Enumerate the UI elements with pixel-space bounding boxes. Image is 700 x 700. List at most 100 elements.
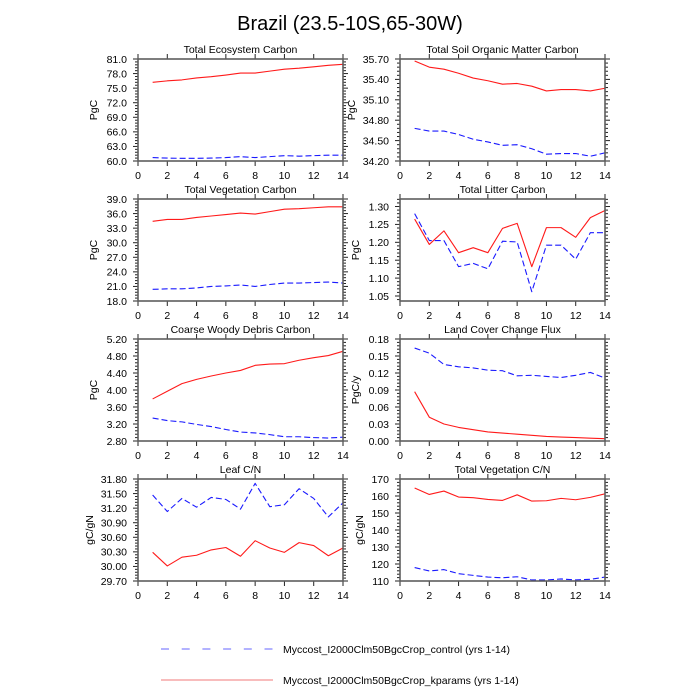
x-tick-label: 0 [135,590,141,602]
y-tick-label: 0.12 [369,368,390,380]
y-tick-label: 31.20 [101,503,127,515]
y-tick-label: 35.10 [363,95,389,107]
series-line-kparams [414,487,606,502]
x-tick-label: 8 [252,170,258,182]
x-tick-label: 4 [194,170,200,182]
y-tick-label: 0.09 [369,385,390,397]
plot-frame [137,198,344,302]
x-tick-label: 14 [599,450,611,462]
x-tick-label: 12 [308,450,320,462]
y-tick-label: 34.50 [363,135,389,147]
x-tick-label: 6 [485,590,491,602]
y-tick-label: 0.00 [369,436,390,448]
x-tick-label: 14 [337,310,349,322]
series-line-control [414,213,605,293]
subplot-leaf-c-n: Leaf C/N 29.70 30.00 30.30 30.60 30.90 31.20 31… [84,464,349,602]
plot-frame [137,338,344,442]
x-tick-label: 10 [541,450,553,462]
x-tick-label: 10 [541,310,553,322]
y-tick-label: 72.0 [107,98,128,110]
y-tick-label: 0.06 [369,402,390,414]
y-tick-label: 4.80 [107,351,128,363]
y-axis-label: PgC [350,239,362,260]
y-tick-label: 34.80 [363,115,389,127]
y-tick-label: 21.0 [107,281,128,293]
y-tick-label: 81.0 [107,54,128,66]
y-tick-label: 18.0 [107,296,128,308]
x-tick-label: 8 [514,450,520,462]
x-tick-label: 8 [252,590,258,602]
subplot-land-cover-change-flux: Land Cover Change Flux 0.00 0.03 0.06 0.09 0.… [350,324,611,462]
x-tick-label: 10 [541,590,553,602]
y-tick-label: 140 [371,525,389,537]
y-tick-label: 31.50 [101,488,127,500]
y-tick-label: 63.0 [107,141,128,153]
legend: Myccost_I2000Clm50BgcCrop_control (yrs 1… [161,644,519,687]
x-tick-label: 10 [279,590,291,602]
x-tick-label: 2 [164,590,170,602]
y-tick-label: 4.40 [107,368,128,380]
y-tick-label: 30.0 [107,238,128,250]
x-tick-label: 14 [337,450,349,462]
y-axis-label: gC/gN [354,515,366,545]
y-tick-label: 1.25 [369,219,390,231]
y-axis-label: PgC [88,379,100,400]
x-tick-label: 6 [485,310,491,322]
legend-label-kparams: Myccost_I2000Clm50BgcCrop_kparams (yrs 1… [283,675,519,687]
subplot-title: Total Ecosystem Carbon [184,44,298,56]
plot-frame [399,338,606,442]
y-tick-label: 110 [372,576,389,588]
x-tick-label: 14 [337,590,349,602]
y-tick-label: 2.80 [107,436,128,448]
series-line-control [152,482,344,518]
x-tick-label: 0 [397,170,403,182]
subplot-title: Total Vegetation C/N [455,464,551,476]
y-axis-label: PgC/y [350,375,362,404]
x-tick-label: 4 [194,450,200,462]
y-tick-label: 150 [371,508,389,520]
x-tick-label: 8 [252,310,258,322]
x-tick-label: 12 [570,170,582,182]
y-axis-label: PgC [346,99,358,120]
y-tick-label: 24.0 [107,267,128,279]
plot-frame [399,198,606,302]
x-tick-label: 4 [456,590,462,602]
y-axis-label: gC/gN [84,515,96,545]
x-tick-label: 4 [194,310,200,322]
x-tick-label: 4 [194,590,200,602]
x-tick-label: 0 [397,590,403,602]
series-line-kparams [152,63,344,83]
x-tick-label: 4 [456,450,462,462]
y-tick-label: 30.30 [101,547,127,559]
legend-item-kparams: Myccost_I2000Clm50BgcCrop_kparams (yrs 1… [161,675,519,687]
x-tick-label: 6 [223,450,229,462]
x-tick-label: 2 [164,170,170,182]
series-line-kparams [152,206,343,222]
x-tick-label: 8 [252,450,258,462]
legend-label-control: Myccost_I2000Clm50BgcCrop_control (yrs 1… [283,644,510,656]
y-axis-label: PgC [88,239,100,260]
series-line-kparams [152,540,344,567]
x-tick-label: 8 [514,170,520,182]
series-line-kparams [152,350,344,400]
y-tick-label: 60.0 [107,156,128,168]
plot-frame [399,478,606,582]
subplot-title: Coarse Woody Debris Carbon [171,324,311,336]
x-tick-label: 14 [599,590,611,602]
subplot-total-vegetation-carbon: Total Vegetation Carbon 18.0 21.0 24.0 27.0 3… [88,184,349,322]
series-line-kparams [414,60,606,92]
y-tick-label: 170 [371,474,389,486]
plot-frame [399,58,606,162]
x-tick-label: 2 [426,310,432,322]
x-tick-label: 14 [337,170,349,182]
subplot-total-soil-organic-matter-carbon: Total Soil Organic Matter Carbon 34.20 34.… [346,44,611,182]
y-tick-label: 27.0 [107,252,128,264]
legend-item-control: Myccost_I2000Clm50BgcCrop_control (yrs 1… [161,644,510,656]
x-tick-label: 4 [456,170,462,182]
y-tick-label: 1.05 [369,291,390,303]
series-line-control [152,154,343,159]
plot-frame [137,478,344,582]
x-tick-label: 12 [308,310,320,322]
y-tick-label: 35.40 [363,74,389,86]
subplot-title: Total Litter Carbon [460,184,546,196]
